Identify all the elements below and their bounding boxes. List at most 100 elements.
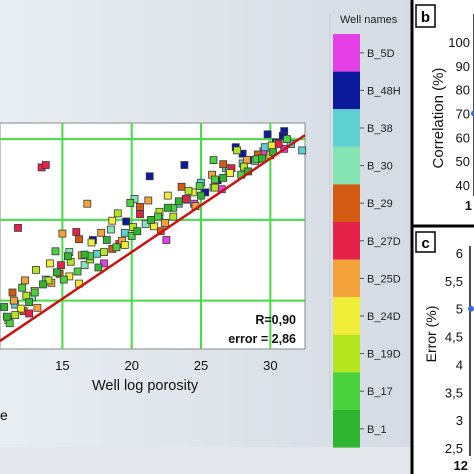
- scatter-point-b-1: [219, 173, 228, 182]
- legend-swatch: [333, 34, 360, 72]
- legend-items: B_5D B_48H B_38 B_30 B_29 B_27D B_25D B_24D B_19…: [333, 34, 401, 448]
- scatter-point-b-24d: [226, 169, 235, 177]
- scatter-point-b-48h: [122, 217, 131, 226]
- panel-b-y-tick-90: 90: [456, 59, 470, 74]
- panel-c-y-tick-5-5: 5,5: [445, 274, 463, 289]
- panel-c-y-tick-3-5: 3,5: [445, 385, 463, 400]
- scatter-point-b-17: [154, 212, 162, 221]
- scatter-point-b-19d: [129, 223, 138, 232]
- scatter-point-b-1: [147, 215, 156, 224]
- scatter-point-b-24d: [46, 259, 54, 268]
- scatter-point-b-24d: [149, 222, 158, 231]
- scatter-point-b-17: [18, 283, 27, 292]
- scatter-point-b-24d: [120, 240, 129, 249]
- scatter-point-b-1: [64, 252, 72, 261]
- scatter-point-b-30: [107, 225, 115, 234]
- panel-b-chart: b Correlation (%) 100 90 80 70 60 50 40 1: [415, 4, 474, 213]
- scatter-point-b-38: [120, 228, 129, 237]
- legend-label: B_38: [367, 123, 393, 135]
- legend-item-b-24d: B_24D: [333, 297, 401, 335]
- legend-label: B_27D: [367, 236, 401, 248]
- panel-c-label: c: [421, 235, 429, 252]
- scatter-point-b-24d: [163, 191, 172, 200]
- x-tick-label-25: 25: [194, 358, 208, 373]
- panel-c-label-box: [415, 231, 436, 253]
- scatter-point-b-30: [141, 219, 150, 228]
- scatter-point-b-48h: [145, 172, 154, 181]
- scatter-point-b-25d: [58, 229, 67, 238]
- legend-item-b-48h: B_48H: [333, 71, 401, 110]
- panel-b-x-tick: 1: [465, 198, 472, 213]
- panel-b-y-tick-40: 40: [456, 178, 470, 193]
- scatter-point-b-17: [127, 232, 136, 240]
- scatter-point-b-19d: [113, 209, 122, 218]
- scatter-point-b-1: [133, 227, 142, 236]
- panel-c-y-tick-3: 3: [456, 413, 463, 428]
- scatter-point-b-5d: [100, 259, 108, 268]
- legend-swatch: [333, 109, 360, 147]
- legend-label: B_30: [367, 161, 393, 173]
- scatter-point-b-25d: [144, 196, 153, 205]
- scatter-point-b-24d: [108, 216, 117, 225]
- scatter-point-b-29: [219, 160, 228, 169]
- scatter-point-b-1: [197, 191, 205, 200]
- scatter-point-b-38: [260, 143, 269, 152]
- panel-b-y-axis-label: Correlation (%): [430, 68, 447, 169]
- scatter-point-b-1: [39, 280, 47, 289]
- annotation-r: R=0,90: [255, 313, 296, 327]
- legend-item-b-30: B_30: [333, 146, 393, 185]
- scatter-point-b-1: [102, 236, 111, 244]
- scatter-point-b-27d: [25, 309, 34, 318]
- scatter-point-b-48h: [263, 130, 272, 139]
- x-axis-label: Well log porosity: [92, 378, 199, 394]
- scatter-point-b-1: [52, 268, 61, 277]
- scatter-point-b-17: [112, 243, 121, 252]
- x-tick-label-15: 15: [55, 358, 69, 373]
- legend-item-b-1: B_1: [333, 410, 387, 448]
- legend-swatch: [333, 184, 360, 222]
- panel-c-y-tick-2-5: 2,5: [445, 441, 463, 456]
- annotations: R=0,90 error = 2,86: [228, 313, 296, 346]
- legend-item-b-5d: B_5D: [333, 34, 395, 72]
- scatter-point-b-17: [30, 288, 39, 297]
- panel-b-y-tick-80: 80: [456, 83, 470, 98]
- legend-swatch: [333, 334, 360, 373]
- panel-c-points: [468, 305, 474, 312]
- scatter-point-b-38: [93, 249, 101, 258]
- scatter-point-b-17: [5, 319, 14, 328]
- scatter-point-b-29: [177, 182, 186, 191]
- scatter-point-b-25d: [242, 156, 251, 165]
- scatter-point-b-1: [258, 154, 266, 163]
- scatter-point-b-29: [75, 235, 83, 244]
- scatter-point-b-27d: [57, 261, 65, 270]
- scatter-point-b-27d: [14, 223, 22, 232]
- panel-b-label-box: [415, 4, 436, 28]
- scatter-point-b-1: [3, 312, 11, 321]
- scatter-point-b-19d: [11, 311, 20, 320]
- scatter-point-b-1: [94, 263, 103, 272]
- scatter-point-b-19d: [240, 162, 248, 171]
- legend-label: B_19D: [367, 349, 401, 361]
- scatter-point-b-1: [80, 250, 89, 259]
- legend-label: B_17: [367, 386, 393, 398]
- scatter-point-b-25d: [9, 296, 18, 305]
- legend: Well names B_5D B_48H B_38 B_30 B_29 B_27D B_2…: [333, 14, 401, 448]
- legend-item-b-17: B_17: [333, 372, 393, 410]
- legend-swatch: [333, 372, 360, 410]
- scatter-point-b-17: [283, 135, 291, 144]
- legend-label: B_24D: [367, 311, 401, 323]
- panel-b-y-tick-60: 60: [456, 130, 470, 145]
- scatter-point-b-1: [25, 298, 34, 307]
- scatter-point-b-17: [59, 275, 68, 284]
- scatter-point-b-17: [210, 175, 219, 184]
- scatter-point-b-27d: [72, 228, 81, 236]
- legend-item-b-27d: B_27D: [333, 222, 401, 260]
- panel-b-label: b: [421, 9, 430, 26]
- scatter-chart: R=0,90 error = 2,86 15 20 25 30 Well log po…: [0, 122, 307, 394]
- scatter-point-b-29: [8, 288, 17, 297]
- scatter-point-b-1: [0, 303, 9, 311]
- x-tick-labels: 15 20 25 30: [55, 358, 277, 373]
- legend-label: B_5D: [367, 48, 395, 60]
- scatter-point-b-38: [298, 146, 307, 155]
